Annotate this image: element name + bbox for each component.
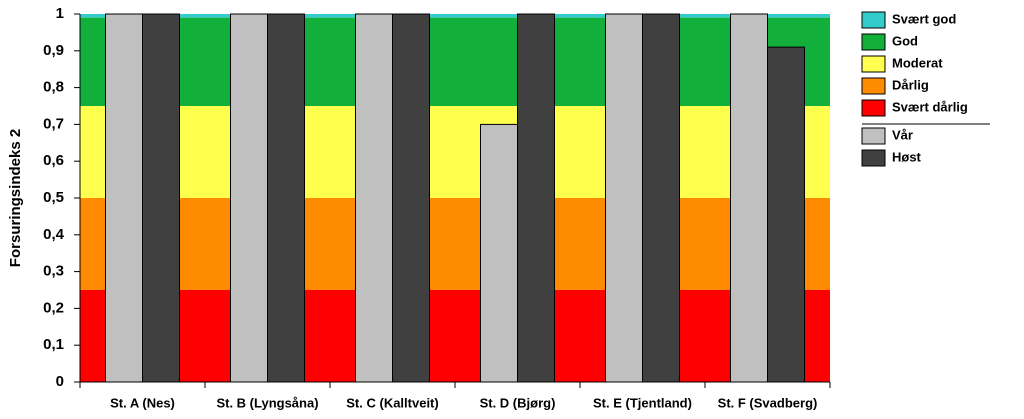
- bar: [480, 123, 518, 383]
- bar: [142, 13, 180, 383]
- bar: [230, 13, 268, 383]
- y-tick-label: 0,2: [43, 299, 64, 316]
- bar: [767, 46, 805, 383]
- legend-swatch: [861, 77, 886, 95]
- legend-swatch: [861, 149, 886, 167]
- y-tick-label: 0,9: [43, 42, 64, 59]
- legend-swatch: [861, 33, 886, 51]
- quality-band: [80, 17, 830, 106]
- y-tick-label: 0,1: [43, 336, 64, 353]
- x-tick-label: St. B (Lyngsåna): [216, 395, 318, 410]
- quality-band: [80, 14, 830, 18]
- quality-band: [80, 290, 830, 382]
- x-tick-label: St. E (Tjentland): [593, 395, 692, 410]
- x-tick-label: St. F (Svadberg): [718, 395, 818, 410]
- bar: [517, 13, 555, 383]
- bar: [105, 13, 143, 383]
- x-tick-label: St. C (Kalltveit): [346, 395, 438, 410]
- bar: [642, 13, 680, 383]
- bar: [392, 13, 430, 383]
- y-tick-label: 0,7: [43, 115, 64, 132]
- x-tick-label: St. D (Bjørg): [480, 395, 556, 410]
- legend-label: Vår: [892, 127, 913, 142]
- legend-swatch: [861, 127, 886, 145]
- legend-swatch: [861, 99, 886, 117]
- y-tick-label: 0: [56, 373, 64, 390]
- bar: [355, 13, 393, 383]
- y-tick-label: 0,3: [43, 263, 64, 280]
- y-tick-label: 0,6: [43, 152, 64, 169]
- y-tick-label: 1: [56, 5, 64, 22]
- x-tick-label: St. A (Nes): [110, 395, 175, 410]
- y-tick-label: 0,5: [43, 189, 64, 206]
- legend-label: Dårlig: [892, 77, 929, 92]
- legend-label: God: [892, 33, 918, 48]
- bar: [267, 13, 305, 383]
- y-tick-label: 0,4: [43, 226, 65, 243]
- y-tick-label: 0,8: [43, 79, 64, 96]
- quality-band: [80, 198, 830, 290]
- y-axis-label: Forsuringsindeks 2: [7, 129, 24, 267]
- legend-swatch: [861, 11, 886, 29]
- bar: [605, 13, 643, 383]
- legend-label: Svært dårlig: [892, 99, 968, 114]
- legend-label: Moderat: [892, 55, 943, 70]
- quality-band: [80, 106, 830, 198]
- legend-label: Høst: [892, 149, 922, 164]
- legend-swatch: [861, 55, 886, 73]
- bar: [730, 13, 768, 383]
- legend-label: Svært god: [892, 11, 956, 26]
